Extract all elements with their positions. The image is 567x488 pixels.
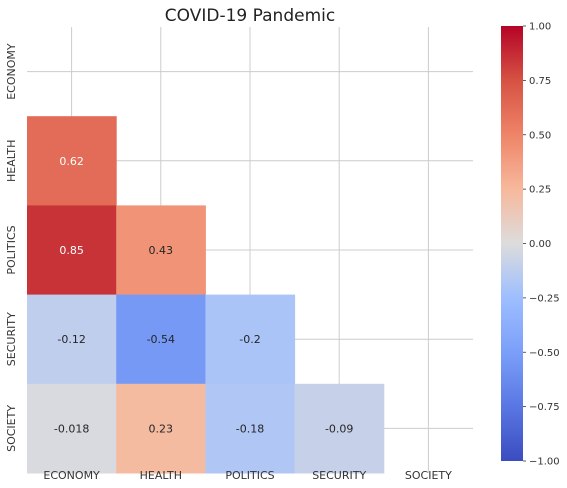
x-tick-label: HEALTH <box>140 469 182 482</box>
heatmap-cell <box>116 383 206 474</box>
cell-value-label: -0.09 <box>325 422 353 435</box>
heatmap-cell <box>294 383 385 474</box>
cell-value-label: 0.43 <box>149 244 174 257</box>
heatmap-cell <box>27 294 117 385</box>
x-axis-tick-labels: ECONOMY HEALTH POLITICS SECURITY SOCIETY <box>43 469 452 482</box>
cell-value-label: -0.18 <box>236 422 264 435</box>
heatmap-cell <box>116 294 206 385</box>
heatmap-cell <box>116 205 206 296</box>
colorbar-tick-label: −0.75 <box>529 402 560 413</box>
colorbar-tick-label: 0.75 <box>529 76 551 87</box>
heatmap-cell <box>27 116 117 206</box>
cell-value-label: -0.018 <box>54 422 89 435</box>
cell-value-label: 0.85 <box>59 244 84 257</box>
colorbar-tick-label: −0.50 <box>529 348 560 359</box>
x-tick-label: POLITICS <box>225 469 274 482</box>
colorbar-tick-label: −0.25 <box>529 293 560 304</box>
y-tick-label: POLITICS <box>5 225 18 274</box>
heatmap-cell <box>205 383 296 474</box>
colorbar <box>501 26 523 461</box>
y-tick-label: SECURITY <box>5 312 18 366</box>
heatmap-cell <box>205 294 296 385</box>
cell-value-label: -0.2 <box>239 333 260 346</box>
chart-title: COVID-19 Pandemic <box>165 6 335 26</box>
cell-value-label: 0.62 <box>59 155 84 168</box>
y-tick-label: ECONOMY <box>5 43 18 100</box>
heatmap-cell <box>27 383 117 474</box>
x-tick-label: SOCIETY <box>405 469 452 482</box>
colorbar-tick-label: 0.00 <box>529 239 551 250</box>
heatmap-cells: 0.62 0.85 0.43 -0.12 -0.54 -0.2 -0.018 0.23 -0.1… <box>27 116 385 474</box>
y-axis-tick-labels: ECONOMY HEALTH POLITICS SECURITY SOCIETY <box>5 43 18 452</box>
y-tick-label: SOCIETY <box>5 405 18 452</box>
cell-value-label: -0.12 <box>57 333 85 346</box>
colorbar-tick-label: 1.00 <box>529 22 551 33</box>
colorbar-tick-label: 0.25 <box>529 185 551 196</box>
heatmap-cell <box>27 205 117 296</box>
x-tick-label: SECURITY <box>312 469 366 482</box>
cell-value-label: -0.54 <box>147 333 175 346</box>
cell-value-label: 0.23 <box>149 422 174 435</box>
colorbar-tick-label: 0.50 <box>529 130 551 141</box>
x-tick-label: ECONOMY <box>43 469 100 482</box>
y-tick-label: HEALTH <box>5 140 18 182</box>
colorbar-ticks: −1.00 −0.75 −0.50 −0.25 0.00 0.25 0.50 0.75 1.00 <box>523 22 560 468</box>
colorbar-tick-label: −1.00 <box>529 457 560 468</box>
